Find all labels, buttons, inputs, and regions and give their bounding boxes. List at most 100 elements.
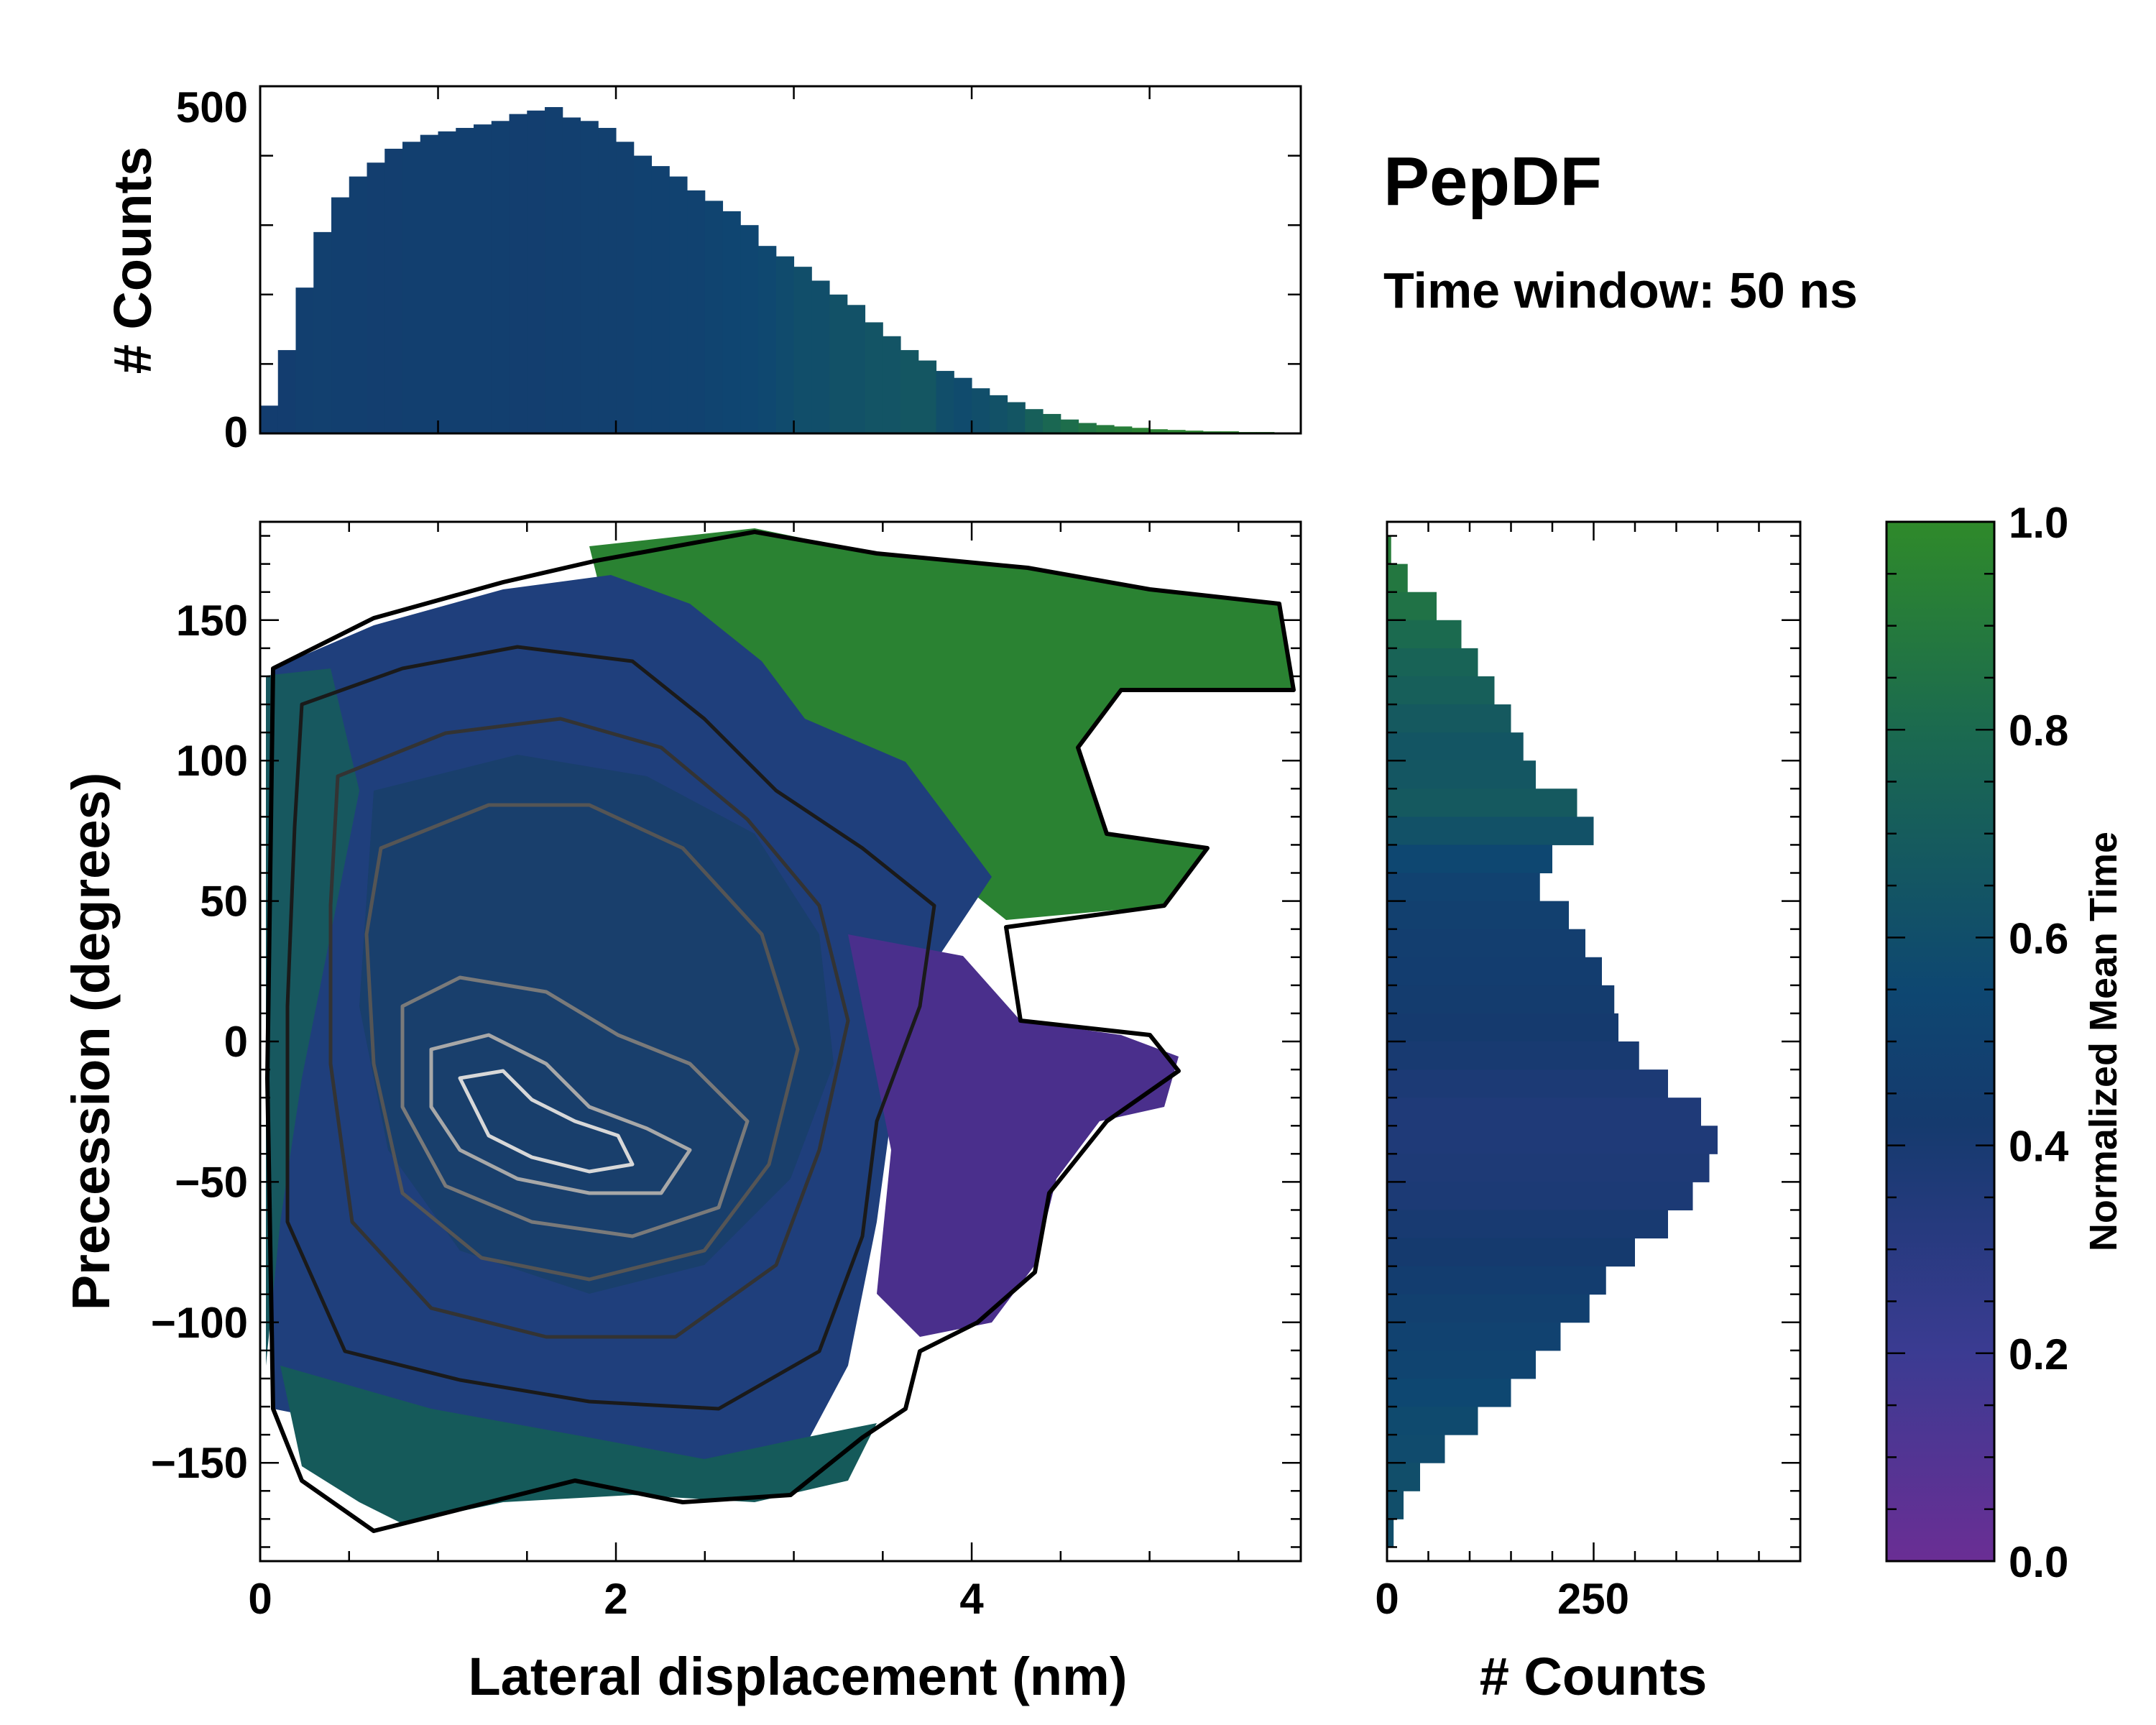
right-histogram-bar bbox=[1387, 732, 1524, 761]
top-histogram-ticks bbox=[259, 85, 1301, 435]
colorbar-tick-label: 1.0 bbox=[2009, 499, 2068, 547]
top-histogram-bar bbox=[1096, 425, 1115, 433]
right-histogram-bar bbox=[1387, 564, 1408, 593]
right-histogram-xlabel: # Counts bbox=[1480, 1647, 1708, 1706]
top-histogram-bar bbox=[367, 162, 385, 433]
right-histogram-bar bbox=[1387, 1098, 1701, 1126]
top-histogram-bar bbox=[545, 106, 563, 434]
right-histogram-bar bbox=[1387, 1491, 1404, 1519]
top-histogram-bar bbox=[562, 117, 581, 433]
right-histogram-bar bbox=[1387, 845, 1552, 874]
top-histogram-bar bbox=[527, 110, 545, 433]
contour-level-4 bbox=[400, 975, 750, 1238]
right-xtick-label-250: 250 bbox=[1557, 1575, 1629, 1623]
top-histogram-bar bbox=[491, 121, 510, 434]
top-histogram-bar bbox=[989, 395, 1008, 433]
main-ytick-label: −150 bbox=[151, 1439, 248, 1487]
top-histogram-bar bbox=[349, 176, 368, 433]
top-histogram-bar bbox=[775, 256, 795, 433]
colorbar-label: Normalized Mean Time bbox=[2082, 832, 2125, 1251]
top-histogram-bar bbox=[456, 127, 474, 433]
contour-level-3 bbox=[364, 803, 800, 1282]
right-histogram-bar bbox=[1387, 760, 1536, 789]
main-heatmap-tick-labels: 0 2 4 −150 −100 −50 0 50 100 150 bbox=[151, 597, 985, 1623]
main-xtick-label: 0 bbox=[248, 1575, 272, 1623]
top-histogram-bar bbox=[402, 142, 421, 433]
top-histogram-bar bbox=[1114, 426, 1133, 433]
top-histogram-bar bbox=[1131, 428, 1151, 433]
contour-level-5 bbox=[429, 1033, 692, 1195]
top-histogram-bar bbox=[260, 405, 279, 433]
right-histogram-bar bbox=[1387, 535, 1391, 565]
main-ytick-label: −50 bbox=[175, 1158, 248, 1206]
main-ytick-label: −100 bbox=[151, 1299, 248, 1347]
top-histogram-bar bbox=[918, 360, 937, 433]
right-histogram-bar bbox=[1387, 901, 1569, 930]
top-histogram-bar bbox=[1167, 430, 1186, 433]
top-histogram-frame bbox=[259, 85, 1302, 435]
right-histogram-bar bbox=[1387, 648, 1478, 677]
top-histogram-bar bbox=[474, 124, 492, 433]
heatmap-contours bbox=[265, 530, 1296, 1533]
top-histogram-bar bbox=[633, 155, 653, 433]
right-histogram-bar bbox=[1387, 1435, 1445, 1463]
main-heatmap: 0 2 4 −150 −100 −50 0 50 100 150 Lateral displace… bbox=[61, 520, 1302, 1706]
top-histogram-bar bbox=[651, 166, 670, 433]
main-xlabel: Lateral displacement (nm) bbox=[468, 1647, 1127, 1706]
top-histogram-bar bbox=[420, 134, 439, 433]
main-ylabel: Precession (degrees) bbox=[61, 773, 121, 1311]
top-histogram-bar bbox=[331, 197, 350, 433]
right-histogram-bar bbox=[1387, 873, 1540, 902]
top-histogram: 500 0 # Counts bbox=[103, 83, 1302, 456]
right-histogram: 0 250 # Counts bbox=[1375, 520, 1802, 1706]
colorbar-tick-label: 0.0 bbox=[2009, 1538, 2068, 1586]
right-histogram-bar bbox=[1387, 676, 1495, 705]
top-histogram-bar bbox=[883, 336, 901, 433]
top-histogram-bar bbox=[972, 388, 990, 433]
right-histogram-bar bbox=[1387, 1238, 1635, 1267]
top-histogram-bar bbox=[580, 121, 599, 434]
main-ytick-label: 50 bbox=[200, 878, 248, 926]
colorbar-ticks: 0.0 0.2 0.4 0.6 0.8 1.0 bbox=[1886, 499, 2069, 1586]
right-histogram-bar bbox=[1387, 957, 1602, 986]
top-histogram-bar bbox=[295, 288, 314, 433]
top-histogram-bar bbox=[384, 148, 403, 433]
contour-level-2 bbox=[328, 717, 850, 1339]
top-histogram-bar bbox=[509, 114, 528, 433]
top-histogram-bar bbox=[1025, 409, 1044, 433]
top-histogram-bar bbox=[598, 127, 617, 433]
colorbar-tick-label: 0.4 bbox=[2009, 1123, 2069, 1171]
colorbar-gradient bbox=[1886, 522, 1994, 1561]
top-histogram-bar bbox=[793, 267, 812, 433]
contour-level-6 bbox=[458, 1069, 635, 1174]
right-histogram-bar bbox=[1387, 1350, 1536, 1379]
right-histogram-bar bbox=[1387, 1463, 1420, 1491]
plot-title: PepDF bbox=[1383, 143, 1602, 220]
right-histogram-bar bbox=[1387, 1266, 1606, 1295]
top-histogram-bar bbox=[758, 246, 777, 433]
main-ytick-label: 150 bbox=[176, 597, 248, 645]
right-histogram-bar bbox=[1387, 1154, 1710, 1182]
top-histogram-bar bbox=[847, 305, 866, 433]
colorbar-tick-label: 0.6 bbox=[2009, 914, 2068, 962]
top-histogram-bar bbox=[704, 201, 724, 433]
heatmap-left-teal-region bbox=[266, 668, 359, 1366]
right-histogram-bar bbox=[1387, 788, 1577, 817]
main-ytick-label: 100 bbox=[176, 737, 248, 785]
top-histogram-bars bbox=[260, 106, 1275, 434]
top-histogram-bar bbox=[1185, 431, 1204, 433]
right-histogram-bar bbox=[1387, 1182, 1693, 1210]
right-histogram-bar bbox=[1387, 1013, 1618, 1042]
right-histogram-bar bbox=[1387, 1070, 1668, 1098]
heatmap-right-purple-region bbox=[848, 934, 1179, 1337]
colorbar-tick-label: 0.8 bbox=[2009, 707, 2068, 755]
main-xtick-label: 2 bbox=[604, 1575, 627, 1623]
top-histogram-bar bbox=[1078, 423, 1097, 433]
right-histogram-ticks bbox=[1386, 522, 1800, 1561]
top-histogram-bar bbox=[740, 225, 759, 433]
top-histogram-bar bbox=[811, 280, 830, 433]
top-histogram-bar bbox=[669, 176, 688, 433]
top-histogram-bar bbox=[616, 142, 635, 433]
top-histogram-bar bbox=[277, 350, 297, 433]
